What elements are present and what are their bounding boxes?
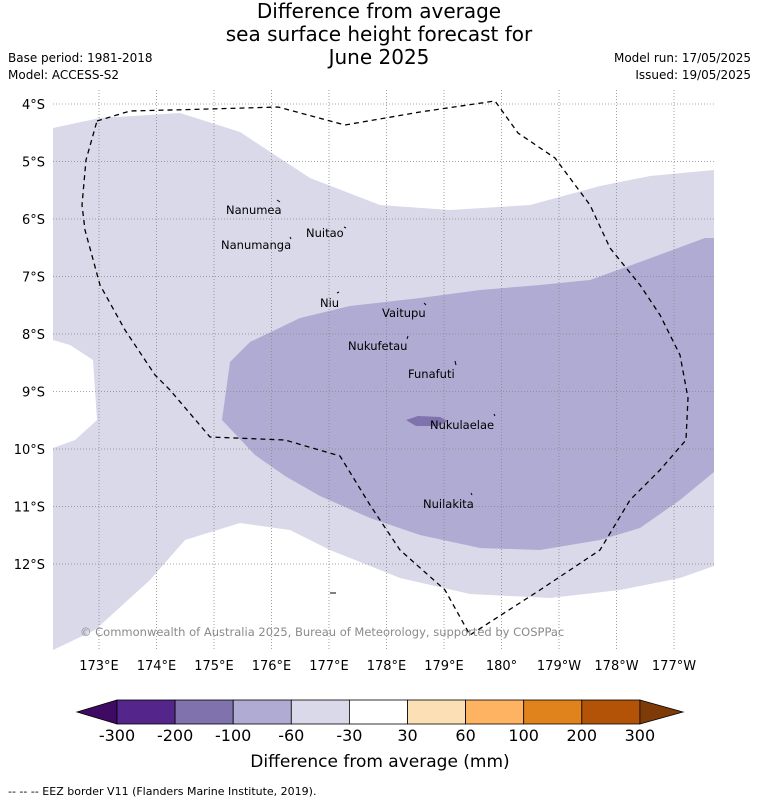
- model-run: Model run: 17/05/2025: [613, 51, 751, 65]
- lat-label: 5°S: [22, 156, 45, 171]
- colorbar-extend-right: [639, 699, 685, 725]
- colorbar-tick: -300: [99, 726, 135, 745]
- colorbar-tick: 100: [508, 726, 539, 745]
- lat-label: 11°S: [14, 501, 45, 516]
- place-label-nuilakita: Nuilakita: [423, 497, 474, 511]
- lon-label: 177°W: [652, 659, 696, 674]
- place-label-funafuti: Funafuti: [408, 367, 455, 381]
- lon-label: 177°E: [309, 659, 349, 674]
- colorbar-tick: -30: [336, 726, 362, 745]
- lat-label: 7°S: [22, 271, 45, 286]
- band-minus-60-to-100: [222, 238, 714, 550]
- anomaly-fills: [53, 113, 714, 650]
- lon-label: 180°: [486, 659, 517, 674]
- place-label-nukulaelae: Nukulaelae: [430, 418, 494, 432]
- lat-label: 12°S: [14, 558, 45, 573]
- lon-label: 179°E: [424, 659, 464, 674]
- place-labels: Nanumea Nuitao Nanumanga Niu Vaitupu Nuk…: [221, 203, 494, 511]
- eez-footnote: -- -- -- EEZ border V11 (Flanders Marine…: [8, 785, 317, 798]
- colorbar-tick-labels: -300 -200 -100 -60 -30 30 60 100 200 300: [99, 726, 655, 745]
- lat-label: 10°S: [14, 443, 45, 458]
- lon-label: 174°E: [137, 659, 177, 674]
- colorbar-swatch: [116, 699, 176, 725]
- place-label-nukufetau: Nukufetau: [348, 339, 407, 353]
- colorbar-extend-left: [75, 699, 118, 725]
- colorbar-swatch: [523, 699, 583, 725]
- lon-label: 176°E: [252, 659, 292, 674]
- meta-left: Base period: 1981-2018 Model: ACCESS-S2: [8, 50, 153, 84]
- place-label-nanumea: Nanumea: [226, 203, 282, 217]
- map-title: Difference from average sea surface heig…: [0, 0, 758, 69]
- place-label-niu: Niu: [320, 296, 339, 310]
- lat-label: 9°S: [22, 386, 45, 401]
- latitude-labels: 4°S 5°S 6°S 7°S 8°S 9°S 10°S 11°S 12°S: [14, 98, 45, 573]
- meta-right: Model run: 17/05/2025 Issued: 19/05/2025: [614, 50, 751, 84]
- eez-border: [81, 100, 689, 636]
- colorbar-swatch: [174, 699, 234, 725]
- island-markers: [276, 199, 496, 594]
- colorbar-tick: -200: [157, 726, 193, 745]
- colorbar-swatch: [232, 699, 292, 725]
- place-label-vaitupu: Vaitupu: [382, 306, 426, 320]
- band-minus-100-to-200: [406, 416, 448, 426]
- colorbar: [75, 699, 685, 725]
- longitude-gridlines: [98, 90, 675, 650]
- title-line-3: June 2025: [328, 45, 430, 69]
- lat-label: 4°S: [22, 98, 45, 113]
- colorbar-tick: 200: [567, 726, 598, 745]
- lat-label: 6°S: [22, 213, 45, 228]
- model-name: Model: ACCESS-S2: [8, 68, 120, 82]
- colorbar-label: Difference from average (mm): [250, 752, 509, 772]
- title-line-1: Difference from average: [256, 0, 502, 23]
- colorbar-swatch: [290, 699, 350, 725]
- colorbar-swatch: [348, 699, 408, 725]
- title-line-2: sea surface height forecast for: [225, 22, 533, 46]
- colorbar-tick: -100: [215, 726, 251, 745]
- lat-label: 8°S: [22, 328, 45, 343]
- lon-label: 179°W: [537, 659, 581, 674]
- lon-label: 178°W: [594, 659, 638, 674]
- colorbar-tick: 300: [625, 726, 656, 745]
- place-label-nanumanga: Nanumanga: [221, 238, 291, 252]
- colorbar-tick: -60: [278, 726, 304, 745]
- copyright-text: © Commonwealth of Australia 2025, Bureau…: [80, 625, 564, 639]
- issued-date: Issued: 19/05/2025: [635, 68, 751, 82]
- colorbar-swatch: [407, 699, 466, 725]
- colorbar-tick: 30: [397, 726, 417, 745]
- colorbar-tick: 60: [455, 726, 475, 745]
- colorbar-swatch: [465, 699, 525, 725]
- lon-label: 173°E: [79, 659, 119, 674]
- latitude-gridlines: [53, 103, 714, 565]
- place-label-nuitao: Nuitao: [306, 226, 344, 240]
- base-period: Base period: 1981-2018: [8, 51, 153, 65]
- colorbar-swatch: [581, 699, 641, 725]
- longitude-labels: 173°E 174°E 175°E 176°E 177°E 178°E 179°E 180° 1…: [79, 659, 696, 674]
- lon-label: 178°E: [367, 659, 407, 674]
- lon-label: 175°E: [194, 659, 234, 674]
